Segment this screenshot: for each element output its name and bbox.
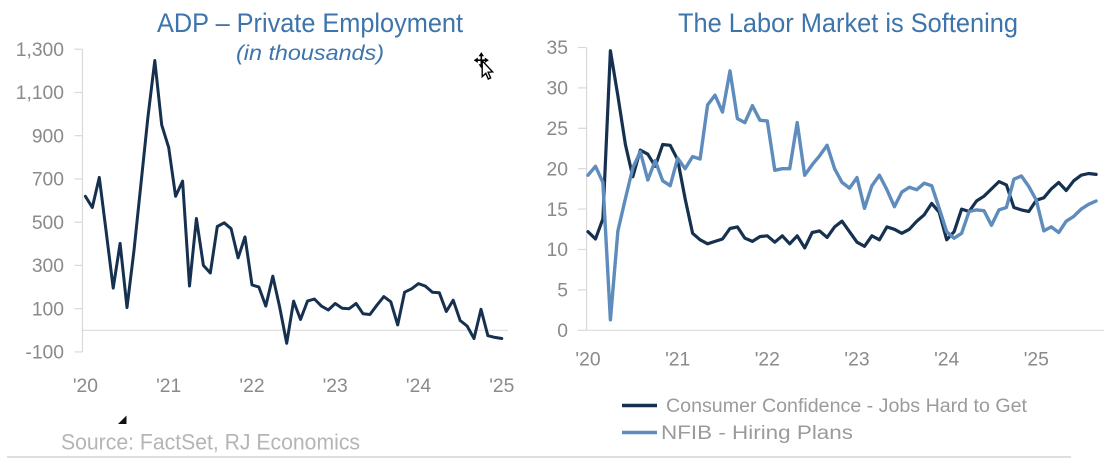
svg-text:Source: FactSet, RJ Economics: Source: FactSet, RJ Economics — [61, 430, 360, 455]
svg-text:1,300: 1,300 — [16, 40, 64, 61]
svg-text:30: 30 — [547, 79, 568, 100]
svg-text:'23: '23 — [844, 350, 869, 371]
svg-text:500: 500 — [32, 213, 64, 234]
svg-text:'20: '20 — [575, 350, 600, 371]
svg-text:300: 300 — [32, 256, 64, 277]
svg-text:15: 15 — [547, 200, 568, 221]
svg-text:'22: '22 — [755, 350, 780, 371]
svg-text:900: 900 — [32, 126, 64, 147]
svg-text:5: 5 — [557, 281, 568, 302]
svg-text:35: 35 — [547, 38, 568, 59]
svg-text:'22: '22 — [239, 376, 264, 397]
svg-text:-100: -100 — [25, 343, 64, 364]
svg-text:100: 100 — [32, 299, 64, 320]
svg-text:Consumer Confidence - Jobs Har: Consumer Confidence - Jobs Hard to Get — [666, 396, 1028, 417]
svg-text:ADP – Private Employment: ADP – Private Employment — [157, 8, 463, 38]
svg-text:The Labor Market is Softening: The Labor Market is Softening — [678, 8, 1018, 38]
svg-text:'25: '25 — [489, 376, 514, 397]
svg-text:'23: '23 — [323, 376, 348, 397]
svg-text:'24: '24 — [406, 376, 431, 397]
svg-text:1,100: 1,100 — [16, 83, 64, 104]
svg-text:25: 25 — [547, 119, 568, 140]
svg-text:'25: '25 — [1024, 350, 1049, 371]
svg-text:0: 0 — [557, 321, 568, 342]
svg-text:700: 700 — [32, 170, 64, 191]
svg-text:20: 20 — [547, 159, 568, 180]
svg-text:'21: '21 — [156, 376, 181, 397]
svg-text:10: 10 — [547, 240, 568, 261]
svg-text:'24: '24 — [934, 350, 959, 371]
svg-text:NFIB - Hiring Plans: NFIB - Hiring Plans — [661, 423, 853, 444]
svg-text:(in thousands): (in thousands) — [236, 42, 384, 65]
svg-text:'21: '21 — [665, 350, 690, 371]
svg-text:'20: '20 — [73, 376, 98, 397]
